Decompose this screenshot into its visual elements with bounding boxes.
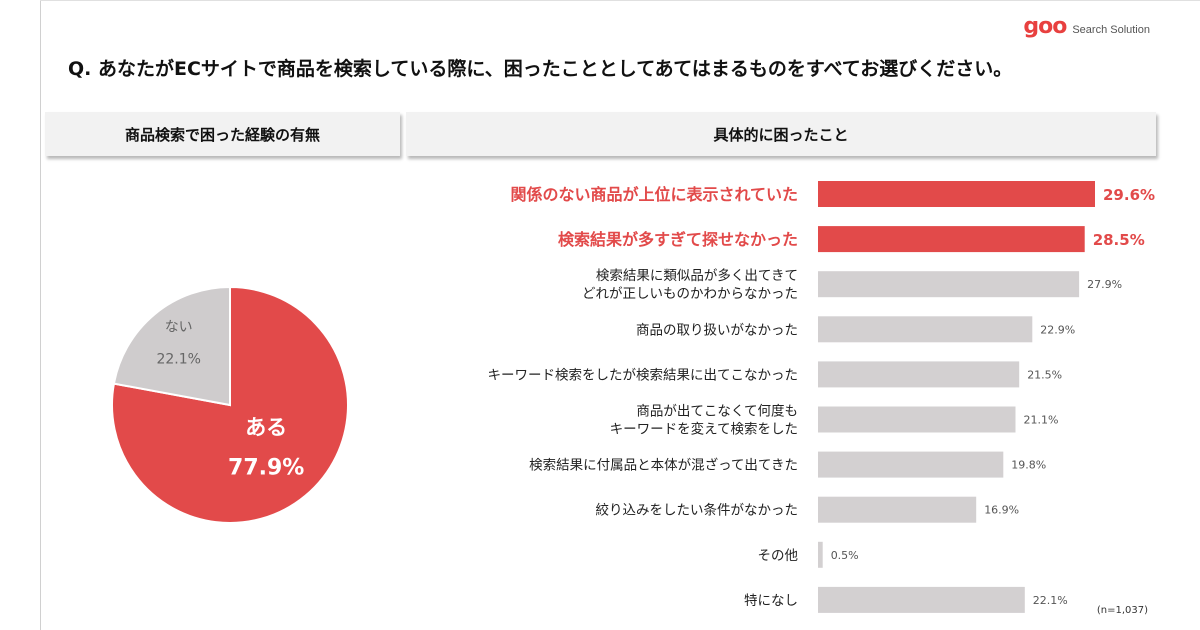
right-panel-title: 具体的に困ったこと <box>713 125 849 144</box>
brand-logo: goo Search Solution <box>1023 14 1150 39</box>
top-border <box>40 0 1200 1</box>
pie-value-1: 22.1% <box>156 351 200 367</box>
brand-tagline: Search Solution <box>1072 24 1150 36</box>
pie-label-1: ない <box>165 319 193 335</box>
right-panel-header: 具体的に困ったこと <box>406 112 1156 156</box>
left-panel-header: 商品検索で困った経験の有無 <box>45 112 400 156</box>
experience-pie-chart: ある 77.9% ない 22.1% <box>111 285 349 524</box>
left-panel-title: 商品検索で困った経験の有無 <box>124 125 320 144</box>
goo-logo-mark: goo <box>1023 14 1067 39</box>
pie-label-0: ある <box>245 416 287 440</box>
question-text: Q. あなたがECサイトで商品を検索している際に、困ったこととしてあてはまるもの… <box>68 58 1013 80</box>
sample-size-note: (n=1,037) <box>1096 605 1148 616</box>
pie-value-0: 77.9% <box>228 456 304 481</box>
slide-frame <box>40 0 1200 630</box>
pie-slice-1 <box>112 285 231 407</box>
